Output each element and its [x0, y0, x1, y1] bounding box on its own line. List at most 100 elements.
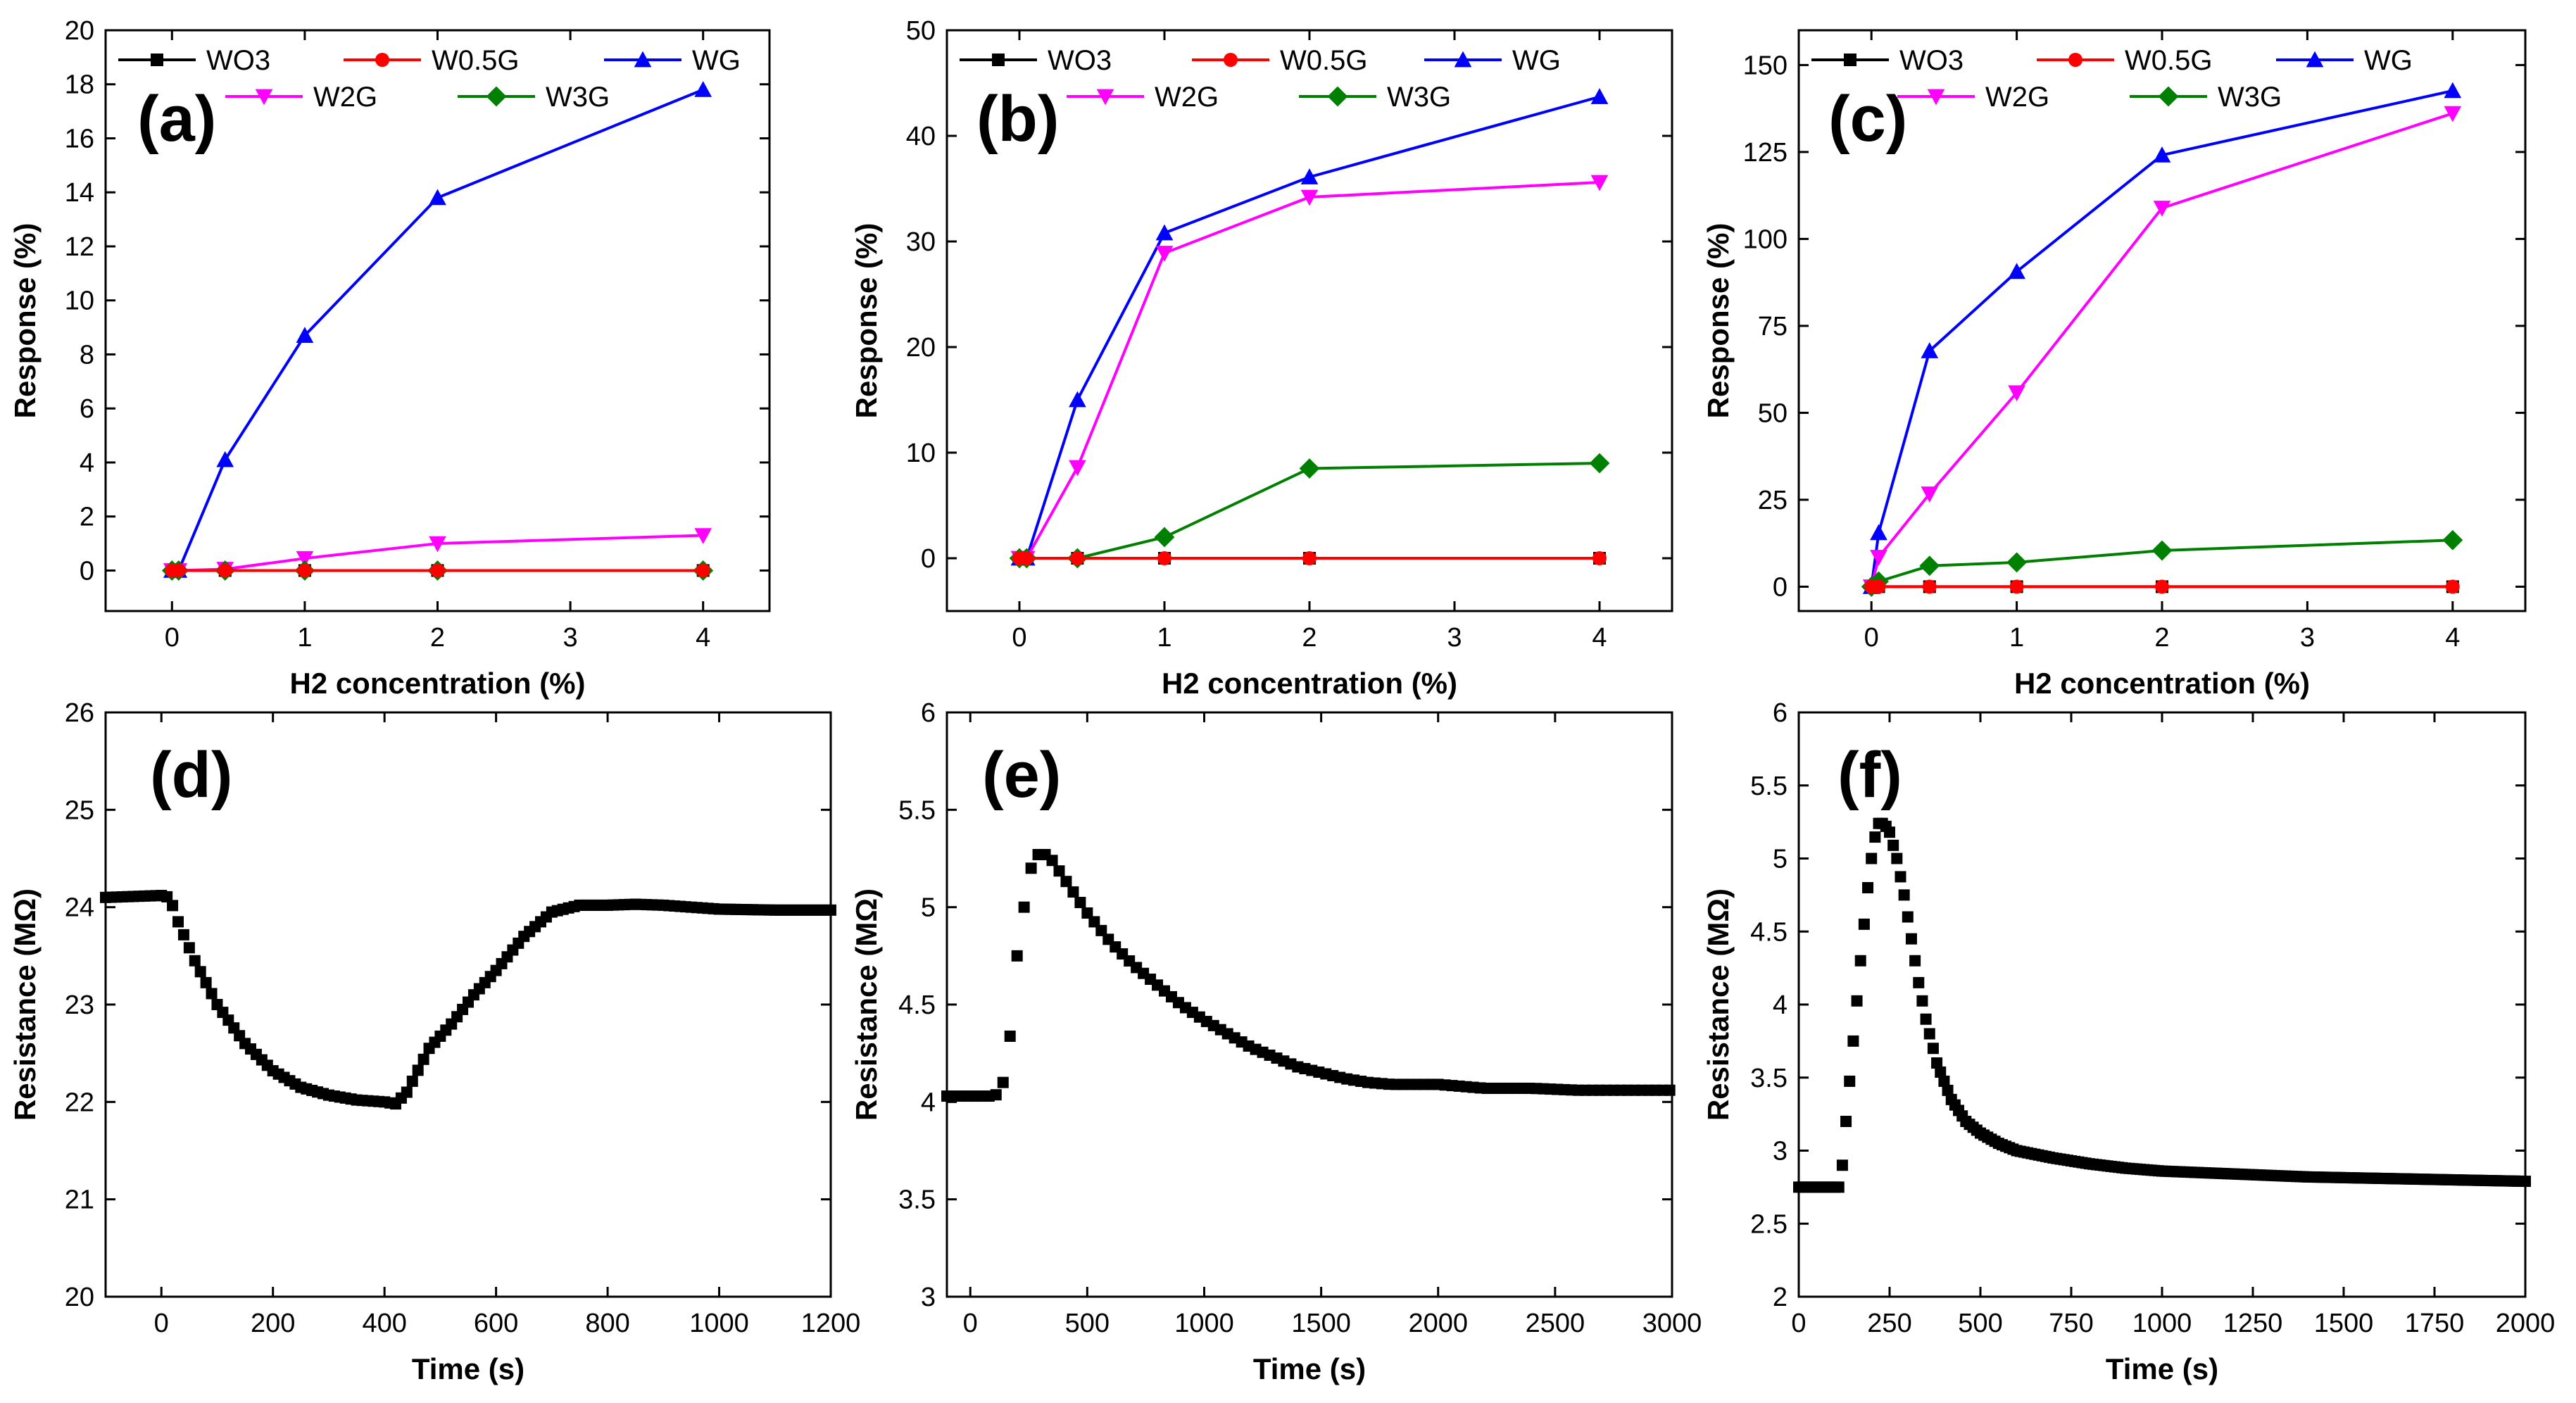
data-point-W2G: [2153, 201, 2171, 217]
data-point-WG: [1590, 88, 1609, 104]
data-point: [1858, 918, 1870, 930]
y-tick-label: 16: [65, 124, 94, 153]
y-tick-label: 23: [65, 990, 94, 1020]
data-point: [1004, 1030, 1016, 1042]
legend-marker: [2306, 51, 2324, 68]
y-tick-label: 50: [1758, 398, 1788, 428]
legend-label: WO3: [1048, 45, 1112, 76]
data-point: [1081, 907, 1093, 919]
legend: WO3 W0.5G WG W2G W3G: [960, 45, 1561, 113]
data-point: [206, 988, 218, 1000]
x-tick-label: 0: [963, 1309, 978, 1338]
y-tick-label: 3.5: [898, 1185, 936, 1215]
plot-frame: [1797, 29, 2527, 612]
data-point: [406, 1075, 418, 1087]
x-axis-label: Time (s): [2106, 1352, 2218, 1385]
x-tick-label: 0: [1864, 623, 1879, 653]
series-line-WG: [1019, 95, 1600, 560]
data-point: [183, 942, 195, 954]
x-tick-label: 3: [563, 623, 578, 653]
legend-marker: [375, 53, 389, 67]
data-point: [1887, 839, 1899, 851]
panel-label: (f): [1837, 739, 1902, 811]
data-point-WG: [216, 451, 234, 467]
data-point: [1938, 1075, 1950, 1087]
x-axis-label: H2 concentration (%): [1162, 667, 1457, 700]
data-point: [1891, 853, 1903, 864]
data-point-W3G: [1299, 458, 1320, 479]
x-tick-label: 1000: [689, 1309, 749, 1338]
data-point: [1833, 1181, 1845, 1193]
y-tick-label: 0: [1773, 572, 1788, 602]
data-point: [1851, 995, 1863, 1007]
legend-label: W2G: [1155, 82, 1219, 113]
y-tick-label: 0: [921, 544, 936, 574]
data-point: [1913, 976, 1925, 988]
y-tick-label: 10: [906, 439, 936, 468]
x-axis-label: H2 concentration (%): [2014, 667, 2310, 700]
x-tick-label: 1750: [2405, 1309, 2465, 1338]
y-tick-label: 2: [1773, 1283, 1788, 1312]
legend-marker: [2068, 53, 2082, 67]
y-axis-label: Resistance (MΩ): [1702, 888, 1735, 1121]
legend-marker: [1327, 86, 1348, 107]
y-tick-label: 4.5: [898, 990, 936, 1020]
data-point-WG: [1155, 224, 1174, 241]
data-point-W2G: [1069, 460, 1086, 477]
y-tick-label: 5.5: [1750, 772, 1788, 801]
data-point: [1074, 897, 1086, 909]
x-tick-label: 0: [154, 1309, 169, 1338]
data-point: [1935, 1066, 1947, 1078]
x-tick-label: 2: [430, 623, 445, 653]
data-point-W2G: [2008, 385, 2025, 402]
legend: WO3 W0.5G WG W2G W3G: [1811, 45, 2413, 113]
x-tick-label: 2: [1302, 623, 1317, 653]
x-tick-label: 4: [696, 623, 710, 653]
y-tick-label: 6: [921, 698, 936, 728]
data-point: [167, 900, 179, 912]
data-point-WG: [1300, 168, 1319, 184]
data-point: [1025, 862, 1037, 874]
panel-label: (a): [137, 83, 216, 155]
data-point-WG: [429, 189, 446, 206]
legend-label: WG: [2364, 45, 2413, 76]
y-tick-label: 20: [906, 333, 936, 363]
data-point-WG: [2008, 263, 2025, 279]
data-point-W0.5G: [1070, 551, 1085, 565]
x-tick-label: 4: [1592, 623, 1607, 653]
data-point: [1920, 1013, 1932, 1025]
x-tick-label: 500: [1958, 1309, 2002, 1338]
legend-label: W3G: [1387, 82, 1451, 113]
y-tick-label: 0: [80, 556, 94, 586]
data-point-W3G: [2006, 552, 2027, 573]
y-axis-label: Resistance (MΩ): [850, 888, 883, 1121]
data-point: [177, 929, 189, 940]
data-point: [412, 1064, 424, 1076]
legend-marker: [486, 86, 507, 107]
data-point: [1916, 995, 1928, 1007]
y-tick-label: 5: [1773, 845, 1788, 874]
legend-marker: [1844, 54, 1856, 66]
data-point: [1905, 933, 1917, 945]
data-point: [1898, 889, 1910, 901]
legend-label: W0.5G: [2125, 45, 2212, 76]
y-tick-label: 100: [1743, 225, 1788, 254]
panel-label: (c): [1828, 83, 1907, 155]
legend-label: W2G: [1985, 82, 2049, 113]
data-point-W2G: [2444, 106, 2462, 122]
x-tick-label: 1250: [2223, 1309, 2283, 1338]
chart-panel-e: 0 500 1000 1500 2000 2500 3000 3 3.5 4 4.5 5 5.5 6 Tim…: [850, 698, 1702, 1385]
data-point: [1060, 876, 1072, 888]
x-tick-label: 0: [1791, 1309, 1806, 1338]
data-point-W0.5G: [430, 563, 445, 578]
data-point: [417, 1053, 429, 1065]
legend-marker: [1454, 51, 1472, 68]
data-point: [1095, 924, 1107, 936]
y-tick-label: 12: [65, 232, 94, 262]
data-point: [990, 1089, 1002, 1101]
y-axis-label: Resistance (MΩ): [8, 888, 42, 1121]
chart-panel-d: 0 200 400 600 800 1000 1200 20 21 22 23 24 25 26 Time …: [8, 698, 860, 1385]
x-axis-label: Time (s): [412, 1352, 524, 1385]
y-tick-label: 125: [1743, 138, 1788, 168]
data-point: [1866, 853, 1878, 864]
